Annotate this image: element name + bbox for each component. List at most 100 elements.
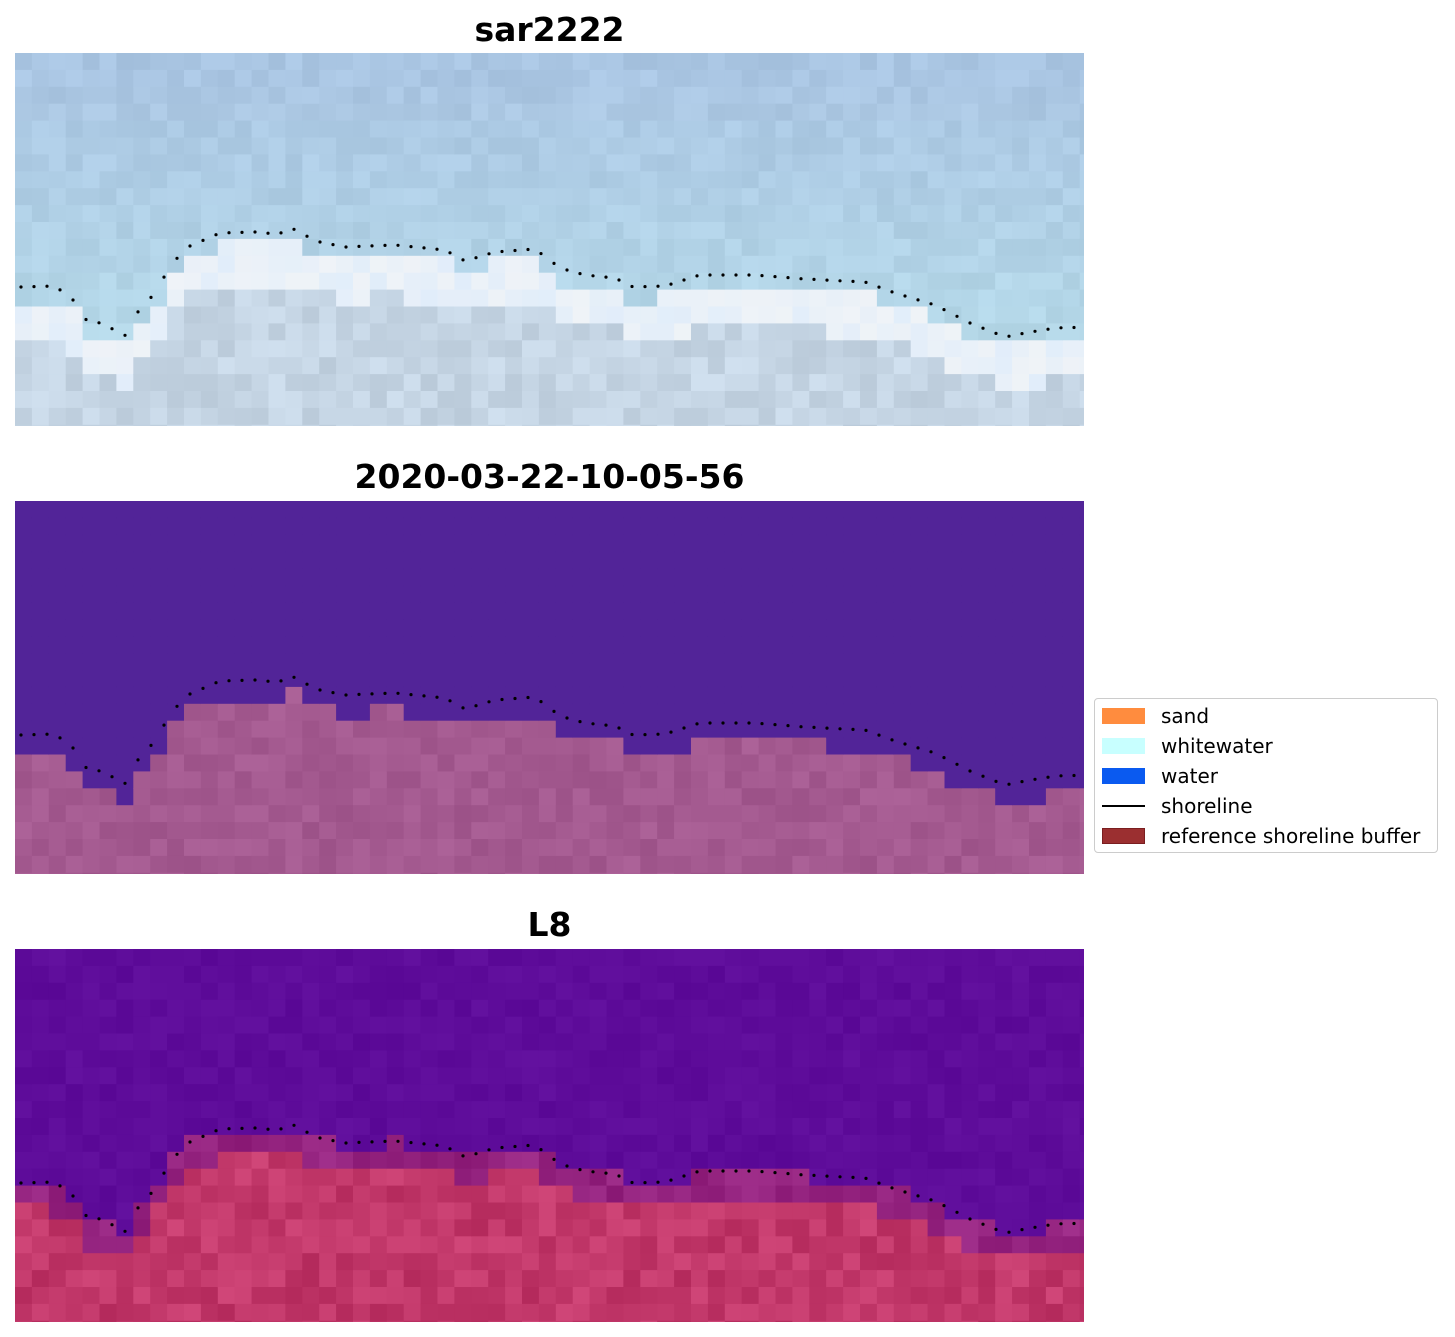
shoreline-point [760,1170,764,1174]
image-pixel [200,602,219,620]
image-pixel [184,222,202,240]
image-pixel [944,1067,962,1085]
image-pixel [1062,407,1081,426]
image-pixel [454,1320,472,1322]
image-pixel [200,407,219,426]
image-pixel [640,822,658,840]
image-pixel [150,636,168,654]
image-pixel [353,872,371,874]
image-pixel [200,805,219,823]
image-pixel [944,1118,962,1136]
image-pixel [454,171,472,189]
image-pixel [353,1151,371,1170]
image-pixel [99,1151,117,1170]
image-pixel [167,137,185,155]
image-pixel [995,86,1013,105]
image-pixel [860,391,878,409]
image-pixel [369,1320,388,1322]
image-pixel [691,407,709,426]
image-pixel [944,1151,962,1170]
image-pixel [995,686,1013,705]
image-pixel [589,238,608,257]
image-pixel [724,188,743,206]
image-pixel [319,670,337,688]
image-pixel [572,1134,591,1153]
image-pixel [978,855,996,874]
image-pixel [640,670,658,688]
image-pixel [116,1134,134,1153]
image-pixel [234,1016,253,1035]
image-pixel [386,737,405,756]
image-pixel [724,69,743,88]
image-pixel [522,289,540,308]
image-pixel [336,1084,354,1102]
image-pixel [775,188,793,206]
image-pixel [403,103,422,122]
image-pixel [978,1303,996,1322]
image-pixel [319,154,337,172]
image-pixel [691,653,709,671]
image-pixel [606,636,624,654]
image-pixel [572,1202,591,1220]
image-pixel [606,137,624,155]
image-pixel [707,1270,726,1288]
image-pixel [978,619,996,637]
image-pixel [589,805,608,823]
image-pixel [944,69,962,88]
image-pixel [403,585,422,603]
image-pixel [116,839,134,857]
image-pixel [860,1236,878,1254]
image-pixel [116,407,134,426]
image-pixel [691,982,709,1001]
image-pixel [572,1320,591,1322]
image-pixel [792,1118,810,1136]
image-pixel [691,391,709,409]
shoreline-point [19,285,23,289]
image-pixel [437,323,455,341]
image-pixel [741,1219,760,1237]
image-pixel [200,255,219,274]
image-pixel [234,517,253,536]
image-pixel [302,686,320,705]
shoreline-point [513,1144,517,1149]
image-pixel [133,407,151,426]
image-pixel [15,686,33,705]
image-pixel [910,1033,929,1051]
image-pixel [336,272,354,291]
image-pixel [657,805,675,823]
image-pixel [319,788,337,806]
image-pixel [217,86,236,105]
image-pixel [82,1320,101,1322]
image-pixel [15,855,33,874]
image-pixel [572,306,591,324]
image-pixel [522,703,540,722]
shoreline-point [1020,780,1024,784]
image-pixel [860,357,878,375]
image-pixel [538,551,557,570]
image-pixel [505,653,523,671]
image-pixel [65,517,84,536]
image-pixel [1079,374,1084,392]
image-pixel [65,424,84,426]
image-pixel [48,585,67,603]
image-pixel [420,1287,439,1305]
image-pixel [386,771,405,789]
image-pixel [724,1219,743,1237]
image-pixel [336,323,354,341]
image-pixel [606,340,624,358]
image-pixel [572,839,591,857]
image-pixel [927,855,946,874]
image-pixel [386,1033,405,1051]
image-pixel [876,1253,895,1271]
image-pixel [200,703,219,722]
image-pixel [927,1219,946,1237]
image-pixel [454,53,472,71]
image-pixel [961,137,979,155]
image-pixel [454,255,472,274]
shoreline-point [890,290,894,294]
image-pixel [150,822,168,840]
image-pixel [133,585,151,603]
image-pixel [82,53,101,71]
image-pixel [522,1016,540,1035]
shoreline-point [903,294,907,298]
